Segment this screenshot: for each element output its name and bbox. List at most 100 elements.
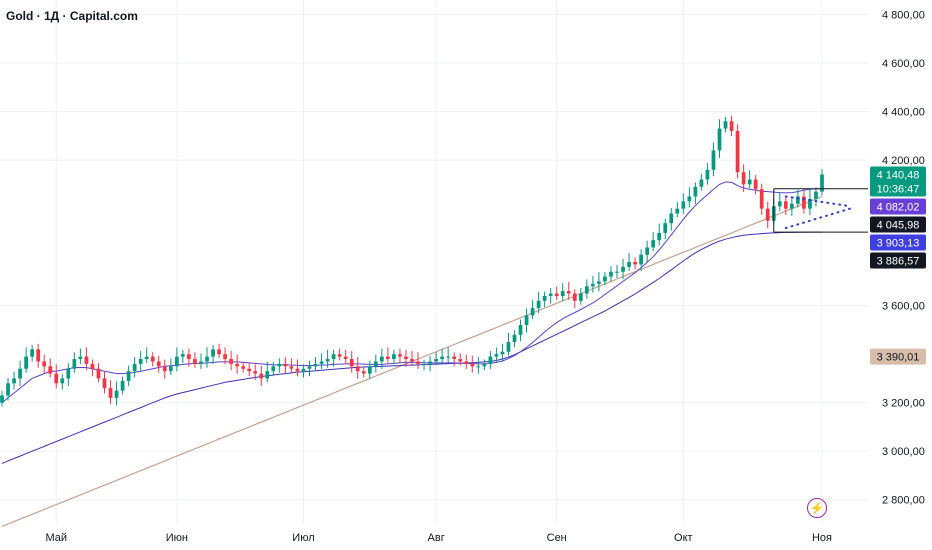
candle bbox=[193, 359, 197, 364]
price-label-level_upper bbox=[870, 216, 926, 233]
candle bbox=[301, 368, 306, 372]
candle bbox=[241, 366, 246, 369]
candle bbox=[367, 366, 372, 374]
candle bbox=[446, 356, 451, 358]
candle bbox=[705, 169, 710, 180]
candle bbox=[36, 349, 41, 362]
candle bbox=[307, 366, 312, 369]
candle bbox=[681, 201, 686, 209]
candle bbox=[295, 368, 300, 372]
candle bbox=[512, 334, 517, 343]
candle bbox=[440, 356, 445, 360]
candle bbox=[150, 356, 155, 362]
candle bbox=[717, 128, 722, 151]
price-label-text: 3 390,01 bbox=[877, 352, 920, 364]
candle bbox=[711, 150, 716, 170]
candle bbox=[808, 198, 812, 209]
price-label-text: 4 045,98 bbox=[877, 220, 920, 232]
y-tick-label: 4 800,00 bbox=[882, 10, 925, 22]
candle bbox=[422, 363, 426, 365]
price-label-text: 3 886,57 bbox=[877, 256, 920, 268]
candle bbox=[355, 366, 360, 372]
candle bbox=[789, 203, 794, 209]
candle bbox=[144, 356, 149, 360]
candle bbox=[114, 390, 119, 398]
candle bbox=[753, 179, 758, 190]
candle bbox=[566, 291, 571, 294]
candle bbox=[452, 356, 457, 360]
candle bbox=[482, 363, 487, 367]
y-tick-label: 4 400,00 bbox=[882, 107, 925, 119]
candle bbox=[343, 356, 348, 360]
candle bbox=[410, 359, 414, 362]
x-tick-label: Сен bbox=[547, 532, 567, 544]
candle bbox=[657, 232, 662, 241]
candle bbox=[199, 361, 203, 364]
candle bbox=[108, 388, 113, 398]
candle bbox=[24, 356, 28, 369]
candle bbox=[361, 371, 366, 374]
candle bbox=[428, 361, 432, 364]
y-tick-label: 3 000,00 bbox=[882, 446, 925, 458]
candle bbox=[663, 223, 668, 233]
candle bbox=[398, 354, 402, 357]
candle bbox=[386, 356, 390, 360]
candle bbox=[434, 359, 438, 362]
candle bbox=[735, 131, 740, 173]
candle bbox=[313, 363, 318, 367]
candle bbox=[229, 359, 233, 364]
price-label-ma_mid bbox=[870, 234, 926, 251]
x-tick-label: Июл bbox=[292, 532, 314, 544]
candle bbox=[560, 291, 565, 296]
price-label-time: 10:36:47 bbox=[877, 184, 920, 196]
candle bbox=[627, 262, 631, 267]
candle bbox=[138, 359, 143, 364]
candle bbox=[802, 196, 806, 209]
candle bbox=[723, 121, 728, 129]
candle bbox=[578, 293, 583, 301]
candle bbox=[536, 300, 541, 309]
candle bbox=[223, 354, 227, 360]
lightning-icon[interactable]: ⚡ bbox=[807, 498, 827, 518]
candle bbox=[615, 271, 619, 273]
candle bbox=[271, 366, 276, 372]
candle bbox=[319, 361, 324, 364]
candle bbox=[373, 361, 378, 367]
candle bbox=[645, 247, 650, 255]
price-label-level_lower bbox=[870, 252, 926, 269]
y-tick-label: 4 200,00 bbox=[882, 155, 925, 167]
candle bbox=[416, 361, 420, 364]
x-tick-label: Авг bbox=[428, 532, 445, 544]
candle bbox=[132, 363, 137, 372]
candle bbox=[621, 266, 625, 272]
candle bbox=[12, 378, 16, 384]
candle bbox=[729, 121, 734, 131]
y-tick-label: 2 800,00 bbox=[882, 495, 925, 507]
candle bbox=[584, 286, 589, 294]
candle bbox=[476, 366, 481, 368]
x-tick-label: Июн bbox=[166, 532, 188, 544]
candle bbox=[18, 368, 22, 379]
candle bbox=[699, 179, 704, 187]
candle bbox=[783, 201, 788, 209]
candle bbox=[30, 349, 35, 357]
candle bbox=[126, 371, 131, 381]
candle bbox=[211, 349, 215, 357]
candle bbox=[548, 293, 553, 296]
candle bbox=[259, 373, 264, 379]
candle bbox=[488, 356, 493, 364]
y-tick-label: 3 200,00 bbox=[882, 398, 925, 410]
candle bbox=[572, 293, 577, 301]
candle bbox=[187, 354, 191, 360]
candle bbox=[777, 201, 782, 207]
price-label-text: 4 140,48 bbox=[877, 170, 920, 182]
candle bbox=[235, 363, 240, 367]
ma-mid-line bbox=[1, 231, 822, 464]
ma-short-line bbox=[1, 181, 822, 404]
candle bbox=[265, 371, 270, 379]
candle bbox=[741, 172, 746, 185]
candle bbox=[283, 363, 288, 367]
candle bbox=[669, 213, 674, 224]
candle bbox=[72, 359, 77, 369]
